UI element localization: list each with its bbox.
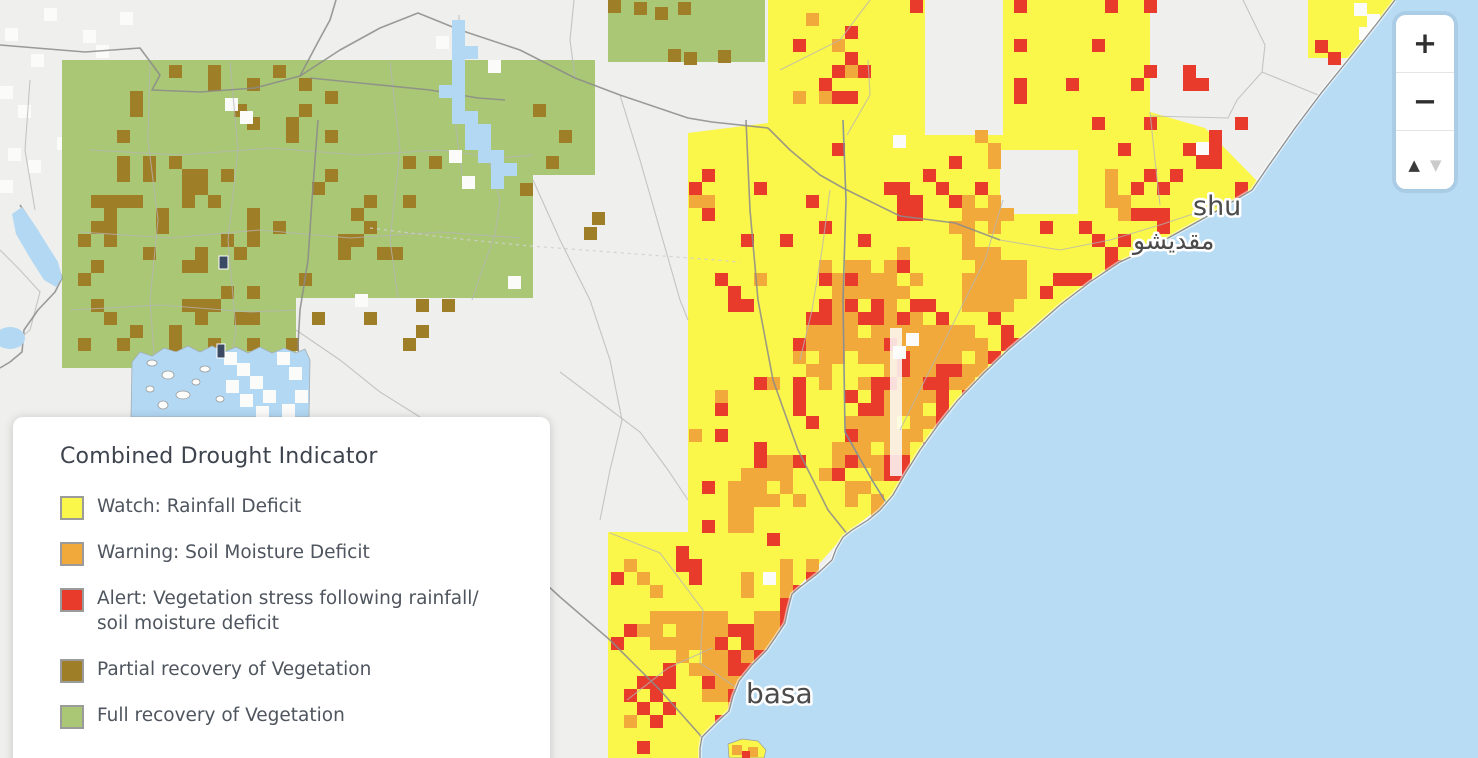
legend-swatch-red <box>60 588 84 612</box>
minus-icon: − <box>1412 84 1438 118</box>
map-zoom-control: + − ▲ ▼ <box>1396 15 1454 189</box>
coastal-island <box>727 738 767 758</box>
zoom-out-button[interactable]: − <box>1396 73 1454 131</box>
legend-panel: Combined Drought Indicator Watch: Rainfa… <box>13 417 550 758</box>
partial-recovery-cells-brown <box>78 0 731 351</box>
legend-swatch-orange <box>60 542 84 566</box>
compass-reset-button[interactable]: ▲ ▼ <box>1396 131 1454 189</box>
legend-items: Watch: Rainfall Deficit Warning: Soil Moi… <box>60 495 550 729</box>
legend-item: Full recovery of Vegetation <box>60 704 550 729</box>
compass-down-icon: ▼ <box>1430 155 1442 174</box>
lakes <box>0 20 517 419</box>
ocean <box>698 0 1478 758</box>
legend-swatch-yellow <box>60 496 84 520</box>
compass-up-icon: ▲ <box>1408 155 1420 174</box>
legend-item: Alert: Vegetation stress following rainf… <box>60 587 550 637</box>
place-label: shu <box>1193 191 1241 222</box>
legend-item-label: Watch: Rainfall Deficit <box>97 496 302 517</box>
legend-item-label: Alert: Vegetation stress following rainf… <box>97 587 479 637</box>
place-labels: shu مقديشو basa <box>744 189 1244 713</box>
legend-item-label: Full recovery of Vegetation <box>97 704 345 726</box>
legend-item-label-line2: soil moisture deficit <box>97 612 280 634</box>
plus-icon: + <box>1412 26 1438 60</box>
legend-item-label: Partial recovery of Vegetation <box>97 658 372 680</box>
legend-item: Watch: Rainfall Deficit <box>60 495 550 520</box>
legend-item: Warning: Soil Moisture Deficit <box>60 541 550 566</box>
legend-title: Combined Drought Indicator <box>60 444 378 469</box>
legend-item-label: Warning: Soil Moisture Deficit <box>97 542 370 563</box>
legend-item: Partial recovery of Vegetation <box>60 658 550 683</box>
place-label: basa <box>746 677 813 710</box>
zoom-in-button[interactable]: + <box>1396 15 1454 73</box>
place-label: مقديشو <box>1131 226 1214 255</box>
legend-swatch-brown <box>60 658 84 683</box>
legend-swatch-green <box>60 704 84 729</box>
